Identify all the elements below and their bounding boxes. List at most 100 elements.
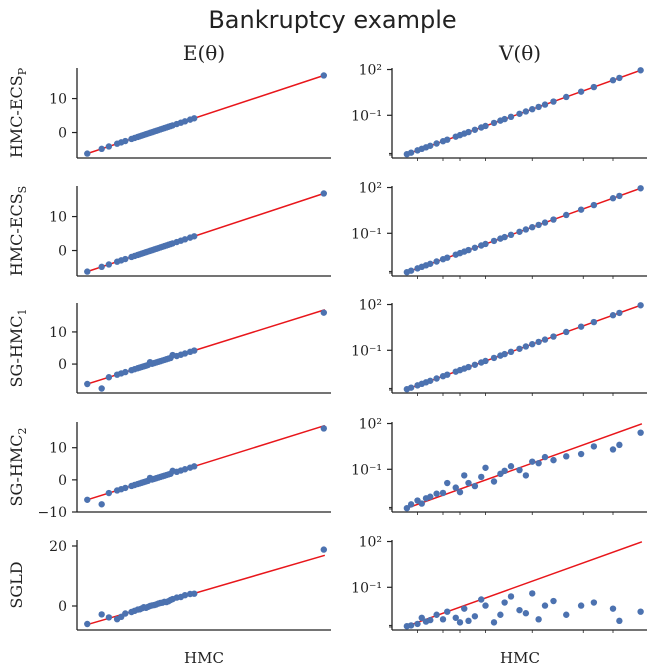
data-point — [456, 488, 464, 496]
data-point — [590, 443, 598, 450]
data-point — [522, 226, 530, 233]
data-point — [439, 616, 447, 623]
data-point — [122, 484, 129, 492]
data-point — [507, 593, 515, 600]
data-point — [84, 380, 91, 388]
data-point — [482, 240, 489, 248]
data-point — [427, 142, 434, 149]
data-point — [320, 546, 328, 553]
data-point — [516, 606, 523, 614]
row-label-5: SGLD — [7, 561, 26, 608]
data-point — [490, 237, 498, 245]
data-point — [407, 267, 415, 274]
data-point — [191, 233, 198, 240]
data-point — [563, 93, 570, 101]
y-tick-label: 10² — [359, 417, 382, 433]
panel-3-variance: 10⁻¹ 10² — [351, 298, 647, 396]
y-tick-label: 0 — [58, 473, 67, 489]
data-point — [516, 228, 523, 235]
data-point — [637, 429, 644, 436]
data-point — [490, 619, 498, 626]
data-point — [465, 128, 472, 136]
data-point — [541, 453, 549, 461]
data-point — [637, 302, 644, 309]
data-point — [320, 190, 328, 197]
data-point — [609, 77, 617, 84]
data-point — [407, 384, 415, 391]
panel-3-mean: 0 10 — [49, 303, 331, 394]
identity-line — [404, 423, 643, 510]
data-point — [529, 105, 536, 113]
data-point — [444, 371, 451, 378]
figure-title: Bankruptcy example — [208, 6, 457, 34]
data-point — [616, 617, 623, 625]
data-point — [522, 610, 530, 617]
data-point — [407, 501, 415, 508]
data-point — [444, 136, 451, 143]
data-point — [407, 149, 415, 156]
data-point — [616, 309, 623, 317]
data-point — [616, 192, 623, 200]
data-point — [550, 98, 557, 105]
data-point — [191, 115, 198, 122]
data-point — [320, 72, 328, 79]
data-point — [482, 357, 489, 365]
data-point — [465, 479, 472, 487]
data-point — [122, 610, 129, 617]
data-point — [418, 500, 425, 507]
data-point — [550, 597, 557, 605]
data-point — [444, 608, 451, 615]
data-point — [105, 614, 113, 621]
data-point — [529, 590, 536, 597]
data-point — [191, 463, 198, 470]
data-point — [590, 318, 598, 326]
row-label-4: SG-HMC2 — [7, 427, 29, 506]
panel-4-mean: −10 0 10 — [37, 422, 331, 521]
data-point — [433, 490, 440, 497]
y-tick-label: 10⁻¹ — [351, 343, 382, 359]
data-point — [98, 385, 105, 392]
panel-1-variance: 10⁻¹ 10² — [351, 63, 647, 161]
y-tick-label: 20 — [49, 539, 67, 555]
data-point — [456, 619, 464, 626]
data-point — [427, 616, 434, 624]
data-point — [490, 119, 498, 127]
y-tick-label: 10⁻¹ — [351, 580, 382, 596]
data-point — [427, 260, 434, 267]
data-point — [105, 489, 113, 497]
data-point — [590, 83, 598, 91]
data-point — [637, 185, 644, 192]
data-point — [181, 466, 189, 473]
data-point — [507, 463, 515, 470]
data-point — [181, 236, 189, 243]
y-tick-label: 10⁻¹ — [351, 226, 382, 242]
data-point — [522, 108, 530, 115]
panel-2-mean: 0 10 — [49, 186, 331, 277]
y-tick-label: 10² — [359, 181, 382, 197]
data-point — [465, 363, 472, 371]
data-point — [535, 338, 542, 346]
data-point — [122, 368, 129, 376]
data-point — [427, 493, 434, 500]
data-point — [471, 244, 479, 251]
data-point — [84, 496, 91, 503]
y-tick-label: 10 — [49, 210, 67, 226]
data-point — [105, 374, 113, 381]
data-point — [433, 258, 440, 265]
data-point — [522, 472, 530, 479]
data-point — [577, 323, 585, 330]
data-point — [105, 143, 113, 150]
data-point — [507, 348, 515, 356]
data-point — [577, 206, 585, 213]
data-point — [452, 614, 459, 621]
data-point — [461, 605, 468, 612]
data-point — [433, 375, 440, 382]
data-point — [98, 611, 105, 618]
data-point — [501, 467, 508, 475]
y-tick-label: 10 — [49, 441, 67, 457]
y-tick-label: 0 — [58, 126, 67, 142]
data-point — [529, 340, 536, 348]
data-point — [490, 478, 498, 485]
data-point — [482, 464, 489, 471]
data-point — [471, 482, 479, 490]
